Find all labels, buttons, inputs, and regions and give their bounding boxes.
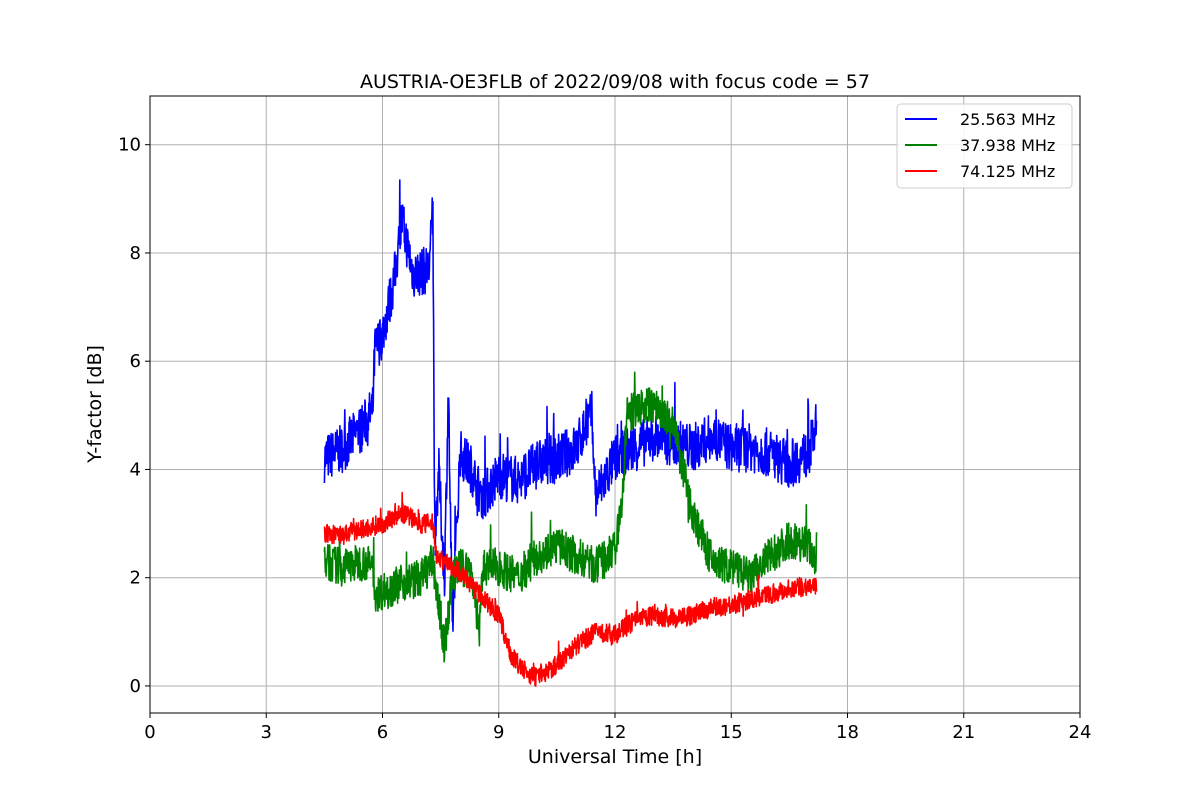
y-axis-label: Y-factor [dB]	[84, 345, 106, 464]
x-tick-label: 18	[836, 722, 859, 743]
legend: 25.563 MHz 37.938 MHz 74.125 MHz	[896, 103, 1073, 189]
legend-box	[896, 103, 1073, 189]
y-tick-label: 0	[130, 676, 141, 697]
series-line-1	[323, 179, 818, 632]
legend-label-1: 25.563 MHz	[960, 110, 1055, 129]
x-tick-label: 12	[604, 722, 627, 743]
y-tick-label: 10	[118, 135, 141, 156]
y-tick-label: 8	[130, 243, 141, 264]
chart-title: AUSTRIA-OE3FLB of 2022/09/08 with focus …	[360, 71, 870, 93]
series-layer	[323, 179, 818, 687]
legend-label-2: 37.938 MHz	[960, 136, 1055, 155]
series-line-3	[323, 491, 818, 687]
x-tick-label: 9	[493, 722, 504, 743]
x-tick-label: 0	[144, 722, 155, 743]
x-tick-label: 3	[261, 722, 272, 743]
x-axis-label: Universal Time [h]	[528, 746, 702, 768]
x-tick-label: 21	[952, 722, 975, 743]
x-tick-label: 15	[720, 722, 743, 743]
series-line-2	[323, 371, 818, 663]
legend-label-3: 74.125 MHz	[960, 162, 1055, 181]
x-tick-label: 24	[1069, 722, 1092, 743]
x-tick-label: 6	[377, 722, 388, 743]
y-tick-label: 4	[130, 459, 141, 480]
y-tick-label: 2	[130, 568, 141, 589]
y-tick-label: 6	[130, 351, 141, 372]
